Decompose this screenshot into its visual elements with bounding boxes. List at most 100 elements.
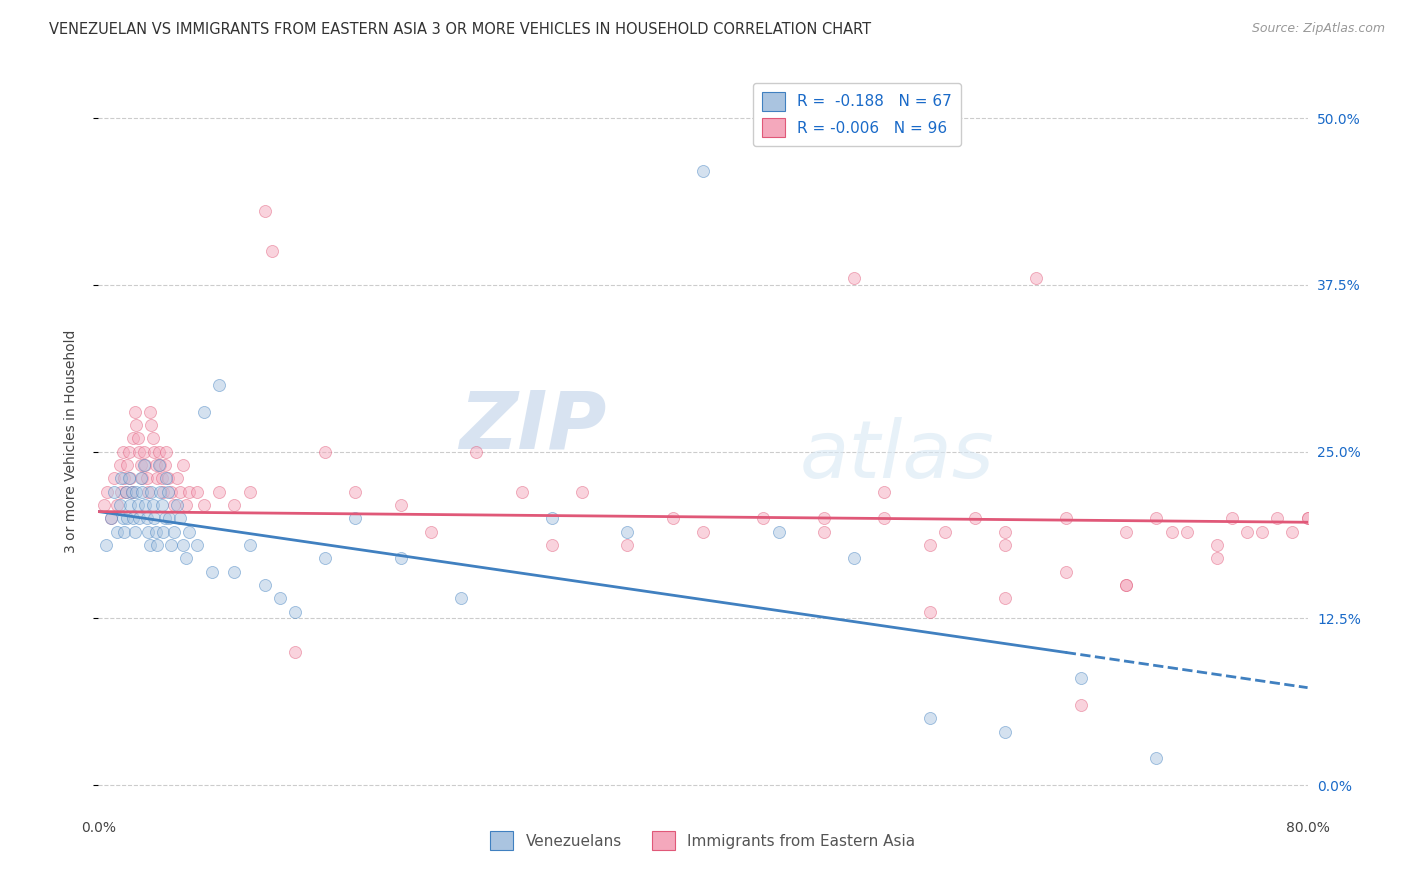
Point xyxy=(155,471,177,485)
Point xyxy=(112,524,135,539)
Point xyxy=(160,538,183,552)
Point xyxy=(389,498,412,512)
Point xyxy=(450,591,472,606)
Point xyxy=(174,551,197,566)
Point xyxy=(114,484,136,499)
Point xyxy=(139,538,162,552)
Point xyxy=(253,578,276,592)
Point xyxy=(110,484,132,499)
Point xyxy=(1144,511,1167,525)
Point xyxy=(465,444,488,458)
Point xyxy=(918,711,941,725)
Point xyxy=(156,471,179,485)
Point xyxy=(128,444,150,458)
Point xyxy=(115,458,138,472)
Point xyxy=(155,444,177,458)
Point xyxy=(96,484,118,499)
Point xyxy=(122,511,145,525)
Point xyxy=(1115,578,1137,592)
Point xyxy=(1070,698,1092,712)
Point xyxy=(844,551,866,566)
Point xyxy=(103,484,125,499)
Point xyxy=(934,524,956,539)
Point xyxy=(1251,524,1274,539)
Point xyxy=(100,511,122,525)
Point xyxy=(186,538,208,552)
Point xyxy=(149,484,172,499)
Point xyxy=(253,204,276,219)
Point xyxy=(118,444,141,458)
Point xyxy=(314,551,336,566)
Point xyxy=(134,458,156,472)
Point xyxy=(122,431,145,445)
Point xyxy=(172,538,194,552)
Point xyxy=(1281,524,1303,539)
Point xyxy=(152,484,174,499)
Point xyxy=(1175,524,1198,539)
Point xyxy=(540,538,562,552)
Point xyxy=(571,484,593,499)
Point xyxy=(110,471,132,485)
Point xyxy=(994,538,1017,552)
Point xyxy=(873,511,896,525)
Point xyxy=(159,511,181,525)
Point xyxy=(169,511,191,525)
Point xyxy=(118,471,141,485)
Point xyxy=(143,511,166,525)
Point xyxy=(105,498,128,512)
Point xyxy=(111,511,134,525)
Point xyxy=(208,484,231,499)
Point xyxy=(163,524,186,539)
Point xyxy=(93,498,115,512)
Point xyxy=(1296,511,1319,525)
Point xyxy=(143,444,166,458)
Point xyxy=(128,511,150,525)
Point xyxy=(127,498,149,512)
Point xyxy=(510,484,533,499)
Point xyxy=(179,524,201,539)
Point xyxy=(153,458,176,472)
Point xyxy=(692,164,714,178)
Point xyxy=(1054,565,1077,579)
Point xyxy=(389,551,412,566)
Point xyxy=(284,605,307,619)
Point xyxy=(1206,551,1229,566)
Point xyxy=(186,484,208,499)
Point xyxy=(344,511,367,525)
Point xyxy=(146,471,169,485)
Point xyxy=(100,511,122,525)
Point xyxy=(208,377,231,392)
Point xyxy=(768,524,790,539)
Point xyxy=(1115,578,1137,592)
Point xyxy=(1220,511,1243,525)
Point xyxy=(131,471,153,485)
Point xyxy=(129,458,152,472)
Point xyxy=(125,417,148,432)
Point xyxy=(114,484,136,499)
Point xyxy=(616,538,638,552)
Point xyxy=(1070,671,1092,685)
Point xyxy=(108,498,131,512)
Point xyxy=(1054,511,1077,525)
Point xyxy=(1024,271,1046,285)
Point xyxy=(1115,524,1137,539)
Point xyxy=(125,484,148,499)
Point xyxy=(150,498,173,512)
Point xyxy=(131,484,153,499)
Point xyxy=(314,444,336,458)
Point xyxy=(1267,511,1289,525)
Legend: Venezuelans, Immigrants from Eastern Asia: Venezuelans, Immigrants from Eastern Asi… xyxy=(484,825,922,856)
Point xyxy=(145,458,167,472)
Point xyxy=(139,404,162,418)
Point xyxy=(142,498,165,512)
Point xyxy=(153,511,176,525)
Point xyxy=(129,471,152,485)
Point xyxy=(813,524,835,539)
Point xyxy=(1296,511,1319,525)
Point xyxy=(813,511,835,525)
Point xyxy=(112,471,135,485)
Point xyxy=(166,471,188,485)
Point xyxy=(262,244,284,259)
Point xyxy=(169,484,191,499)
Point xyxy=(115,511,138,525)
